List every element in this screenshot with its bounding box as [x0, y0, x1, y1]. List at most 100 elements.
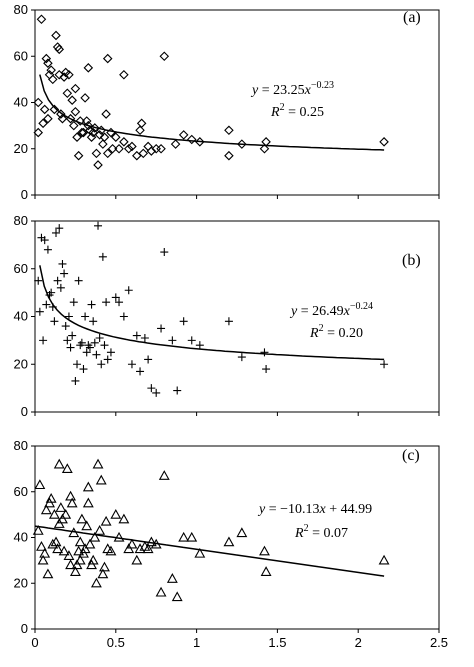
panel-b-data-point — [179, 317, 188, 326]
panel-c-data-point — [90, 577, 102, 588]
panel-a-data-point — [39, 104, 50, 115]
panel-b-data-point — [152, 388, 161, 397]
panel-a-data-point — [33, 127, 44, 138]
panel-b-data-point — [39, 336, 48, 345]
panel-b-data-point — [40, 236, 49, 245]
panel-b-data-point — [260, 348, 269, 357]
panel-a-data-point — [83, 63, 94, 73]
panel-b-data-point — [106, 348, 115, 357]
panel-a-data-point — [93, 160, 103, 170]
panel-c-xtick-label: 0.5 — [107, 635, 125, 650]
panel-c-data-point — [89, 531, 101, 542]
panel-b-data-point — [97, 360, 106, 369]
panel-c-data-point — [105, 545, 117, 556]
panel-c-data-point — [68, 527, 80, 538]
panel-c-data-point — [61, 463, 73, 474]
panel-b-data-point — [147, 384, 156, 393]
panel-b-data-point — [224, 317, 233, 326]
panel-a-data-point — [80, 93, 90, 103]
panel-a-data-point — [107, 143, 118, 154]
panel-c-data-point — [92, 458, 104, 469]
panel-b-data-point — [98, 252, 107, 261]
panel-c-xtick-label: 2.5 — [430, 635, 448, 650]
panel-c-data-point — [65, 559, 76, 570]
panel-c-data-point — [34, 479, 46, 490]
panel-b-data-point — [50, 317, 59, 326]
panel-c-data-point — [53, 518, 65, 528]
panel-c-data-point — [82, 497, 94, 508]
panel-b-data-point — [89, 317, 98, 326]
panel-a-data-point — [224, 150, 234, 161]
panel-a-data-point — [77, 127, 87, 138]
panel-b-data-point — [111, 293, 120, 302]
panel-c-data-point — [42, 568, 54, 579]
panel-b-data-point — [68, 331, 77, 340]
panel-a-data-point — [43, 58, 53, 68]
panel-a-data-point — [51, 30, 61, 41]
panel-b-data-point — [90, 338, 99, 347]
panel-b-data-point — [79, 365, 88, 374]
panel-b-data-point — [73, 360, 82, 369]
panel-c-data-point — [82, 481, 94, 492]
panel-b-data-point — [140, 333, 149, 342]
panel-c-equation: y = −10.13x + 44.99 — [257, 502, 372, 517]
panel-b-ytick-label: 80 — [14, 213, 28, 228]
panel-b-data-point — [124, 286, 133, 295]
panel-a-data-point — [96, 125, 107, 136]
panel-c-data-point — [236, 527, 248, 538]
panel-b-data-point — [42, 300, 51, 309]
panel-b-data-point — [144, 355, 153, 364]
panel-c-data-point — [155, 586, 167, 597]
panel-b-data-point — [195, 341, 204, 350]
panel-a-data-point — [195, 137, 205, 147]
panel-b: (b) y = 26.49x−0.24 R2 = 0.20 0 20 40 60 80 — [14, 213, 440, 419]
panel-a-data-point — [73, 150, 84, 161]
panel-c-data-point — [94, 525, 106, 535]
panel-a-data-point — [138, 148, 149, 159]
panel-a-data-point — [70, 83, 81, 94]
panel-a-data-point — [159, 51, 170, 62]
panel-a-data-point — [136, 118, 147, 129]
panel-a-data-point — [90, 123, 100, 133]
panel-b-data-point — [94, 221, 103, 230]
panel-b-data-point — [132, 331, 141, 340]
panel-a-data-point — [81, 116, 92, 126]
panel-a-data-point — [65, 113, 76, 124]
panel-b-data-point — [102, 298, 111, 307]
panel-c-data-point — [126, 538, 138, 549]
panel-c-data-point — [37, 554, 49, 565]
panel-b-data-point — [58, 259, 67, 268]
panel-b-data-point — [47, 288, 56, 297]
panel-c-label: (c) — [402, 447, 420, 464]
panel-a-data-point — [43, 113, 53, 124]
panel-b-data-point — [55, 224, 64, 233]
panel-c-fit-curve — [34, 525, 385, 577]
panel-c-data-point — [66, 497, 78, 508]
panel-a-data-point — [98, 139, 108, 149]
panel-c-data-point — [142, 543, 154, 554]
panel-b-data-point — [77, 338, 86, 347]
panel-b-data-point — [61, 322, 70, 331]
panel-c-data-point — [76, 513, 88, 524]
panel-b-data-point — [71, 376, 80, 385]
panel-c-data-point — [47, 538, 59, 549]
panel-a-ytick-label: 0 — [21, 187, 28, 202]
panel-a-data-point — [114, 143, 124, 154]
panel-c-xtick-label: 2 — [355, 635, 362, 650]
panel-b-data-point — [43, 245, 52, 254]
panel-b-fit-curve — [39, 265, 385, 361]
panel-c-xtick-label: 1 — [193, 635, 200, 650]
panel-c-data-point — [40, 504, 52, 515]
panel-c-data-point — [48, 508, 60, 519]
panel-a-data-point — [47, 74, 58, 85]
panel-c-ytick-label: 80 — [14, 438, 28, 453]
panel-c-data-point — [99, 561, 110, 572]
panel-c-xtick-label: 0 — [31, 635, 38, 650]
panel-a-data-point — [49, 104, 60, 115]
panel-c-data-point — [52, 543, 64, 554]
panel-b-data-point — [64, 312, 73, 321]
panel-b-data-point — [95, 333, 104, 342]
panel-c-data-point — [150, 538, 162, 549]
panel-a-ytick-label: 40 — [14, 95, 28, 110]
